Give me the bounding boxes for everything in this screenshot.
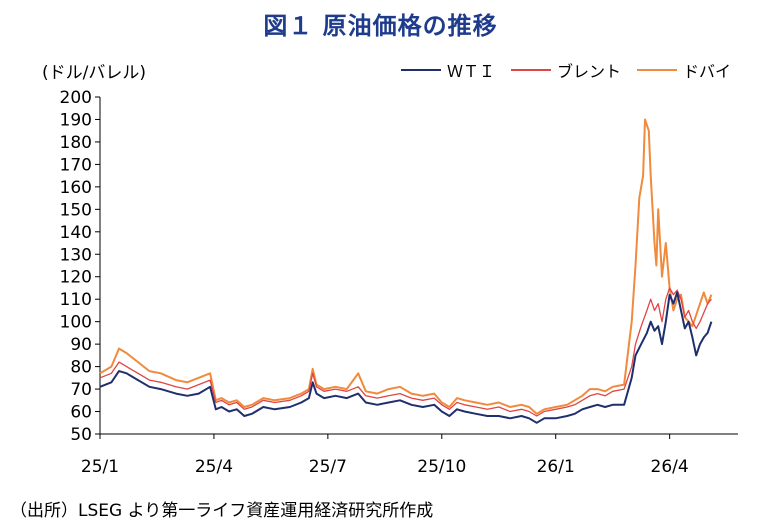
legend-label-dubai: ドバイ <box>682 62 731 81</box>
legend-item-dubai: ドバイ <box>636 58 731 82</box>
y-axis-unit-label: (ドル/バレル) <box>42 63 146 83</box>
legend-label-wti: ＷＴＩ <box>446 62 495 81</box>
legend-item-brent: ブレント <box>510 58 621 82</box>
x-tick-label: 26/4 <box>651 457 689 477</box>
x-tick-label: 25/4 <box>195 457 233 477</box>
series-line-wti <box>99 291 713 424</box>
y-tick-label: 50 <box>70 425 92 445</box>
y-tick-label: 150 <box>60 200 92 220</box>
legend-item-wti: ＷＴＩ <box>400 58 495 82</box>
y-tick-label: 60 <box>70 403 92 423</box>
y-tick-label: 100 <box>60 313 92 333</box>
series-line-brent <box>99 287 712 417</box>
legend-swatch-dubai <box>636 69 677 71</box>
x-tick-label: 25/7 <box>309 457 347 477</box>
chart-series-lines <box>99 118 713 424</box>
y-tick-label: 70 <box>70 380 92 400</box>
y-tick-label: 110 <box>60 290 92 310</box>
legend: ＷＴＩ ブレント ドバイ <box>400 58 731 82</box>
series-line-dubai <box>99 118 713 415</box>
legend-swatch-wti <box>400 69 441 71</box>
y-tick-label: 130 <box>60 245 92 265</box>
x-tick-label: 25/1 <box>81 457 119 477</box>
legend-swatch-brent <box>510 69 551 71</box>
chart-title: 図１ 原油価格の推移 <box>263 12 498 40</box>
legend-label-brent: ブレント <box>556 62 621 81</box>
y-tick-label: 80 <box>70 358 92 378</box>
y-tick-label: 120 <box>60 268 92 288</box>
y-tick-label: 90 <box>70 335 92 355</box>
x-tick-label: 26/1 <box>537 457 575 477</box>
y-tick-label: 180 <box>60 133 92 153</box>
y-tick-label: 170 <box>60 155 92 175</box>
x-tick-label: 25/10 <box>417 457 466 477</box>
y-tick-label: 200 <box>60 88 92 108</box>
y-tick-label: 160 <box>60 178 92 198</box>
source-note: （出所）LSEG より第一ライフ資産運用経済研究所作成 <box>10 501 434 521</box>
y-tick-label: 140 <box>60 223 92 243</box>
y-tick-label: 190 <box>60 110 92 130</box>
